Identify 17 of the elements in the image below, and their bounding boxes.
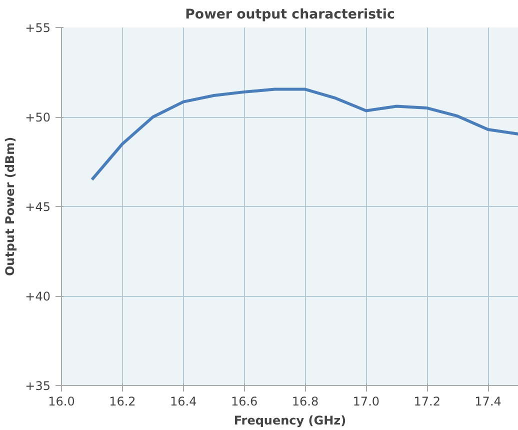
x-tick-label: 16.8 xyxy=(292,394,319,408)
x-tick-label: 17.4 xyxy=(474,394,502,408)
x-tick-label: 17.2 xyxy=(414,394,440,408)
x-tick-label: 16.0 xyxy=(48,394,75,408)
y-tick-label: +35 xyxy=(25,379,51,393)
chart-title: Power output characteristic xyxy=(185,8,395,22)
y-axis-title: Output Power (dBm) xyxy=(3,136,18,276)
line-series xyxy=(90,88,518,182)
y-tick-label: +40 xyxy=(25,290,51,304)
x-tick-label: 17.0 xyxy=(352,394,380,408)
y-tick-label: +45 xyxy=(25,200,51,214)
x-tick-label: 16.6 xyxy=(230,394,258,408)
x-tick-label: 16.4 xyxy=(170,394,197,408)
x-tick-label: 16.2 xyxy=(109,394,136,408)
y-tick-label: +50 xyxy=(25,110,51,124)
x-axis-title: Frequency (GHz) xyxy=(234,414,346,428)
y-tick-label: +55 xyxy=(25,21,51,35)
